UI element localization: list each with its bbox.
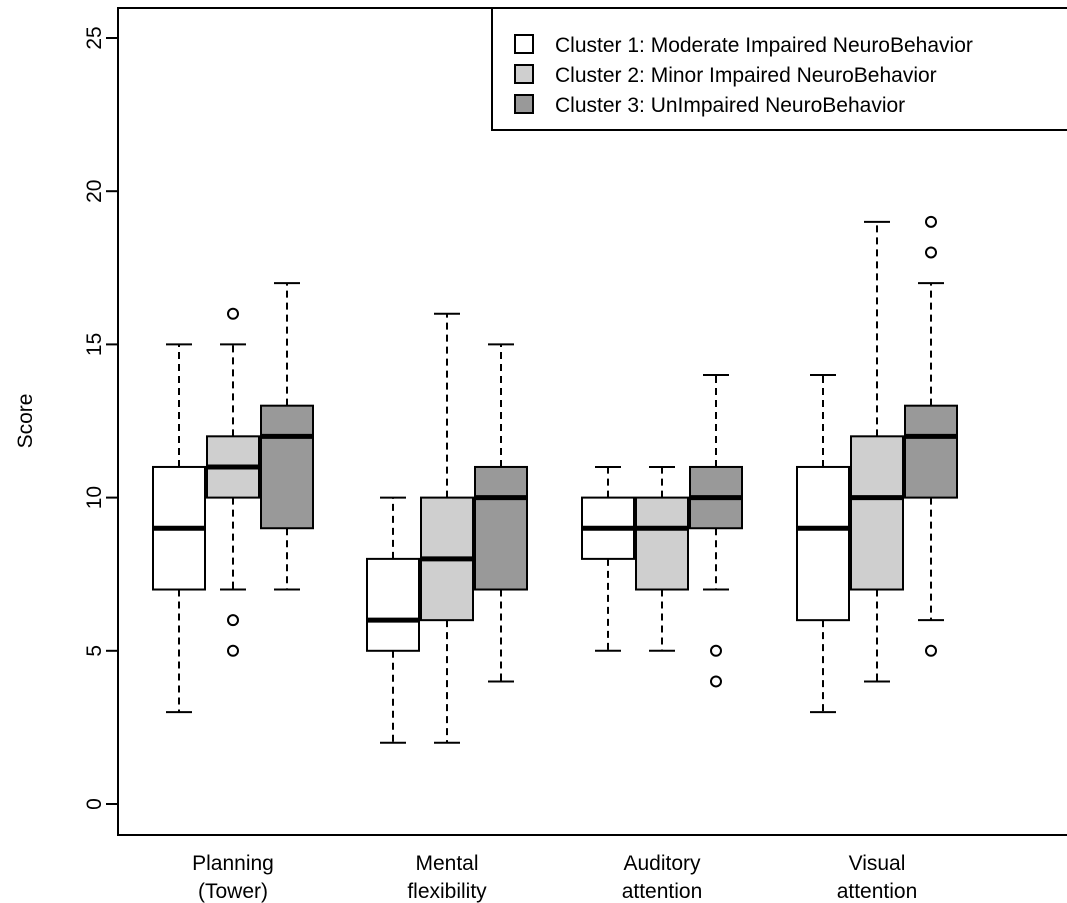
outlier-point <box>710 675 722 688</box>
outlier-point <box>710 644 722 657</box>
x-category-labels: Planning (Tower) Mental flexibility Auditory… <box>192 852 917 903</box>
legend-label: Cluster 3: UnImpaired NeuroBehavior <box>555 94 905 117</box>
y-tick-label: 5 <box>83 645 106 657</box>
y-axis-label: Score <box>14 394 37 449</box>
iqr-box <box>366 557 420 652</box>
box-group <box>474 343 528 683</box>
y-tick-label: 15 <box>83 333 106 356</box>
legend-label: Cluster 2: Minor Impaired NeuroBehavior <box>555 64 937 87</box>
box-group <box>689 374 743 688</box>
legend-swatch <box>514 94 534 114</box>
outlier-point <box>227 614 239 627</box>
legend-swatch <box>514 34 534 54</box>
box-group <box>260 282 314 591</box>
outlier-point <box>925 215 937 228</box>
box-group <box>904 215 958 657</box>
iqr-box <box>850 435 904 591</box>
iqr-box <box>796 465 850 622</box>
y-tick-label: 10 <box>83 486 106 509</box>
x-category-label: Mental flexibility <box>407 852 487 903</box>
box-group <box>850 220 904 683</box>
legend-label: Cluster 1: Moderate Impaired NeuroBehavi… <box>555 34 973 57</box>
iqr-box <box>474 465 528 591</box>
y-tick-label: 25 <box>83 26 106 49</box>
box-group <box>206 307 260 657</box>
y-axis: 0 5 10 15 20 25 <box>83 26 119 810</box>
iqr-box <box>260 404 314 530</box>
box-group <box>420 312 474 744</box>
legend: Cluster 1: Moderate Impaired NeuroBehavi… <box>491 7 1067 131</box>
box-group <box>796 374 850 714</box>
y-tick-label: 20 <box>83 180 106 203</box>
box-group <box>635 465 689 652</box>
x-category-label: Visual attention <box>837 852 918 903</box>
box-group <box>152 343 206 714</box>
iqr-box <box>904 404 958 499</box>
legend-swatch <box>514 64 534 84</box>
x-category-label: Auditory attention <box>622 852 703 903</box>
outlier-point <box>227 644 239 657</box>
outlier-point <box>227 307 239 320</box>
legend-box <box>491 7 1067 131</box>
iqr-box <box>635 496 689 591</box>
outlier-point <box>925 246 937 259</box>
x-category-label: Planning (Tower) <box>192 852 274 903</box>
outlier-point <box>925 644 937 657</box>
y-tick-label: 0 <box>83 798 106 810</box>
box-group <box>581 465 635 652</box>
box-plots <box>152 215 958 744</box>
box-group <box>366 496 420 744</box>
